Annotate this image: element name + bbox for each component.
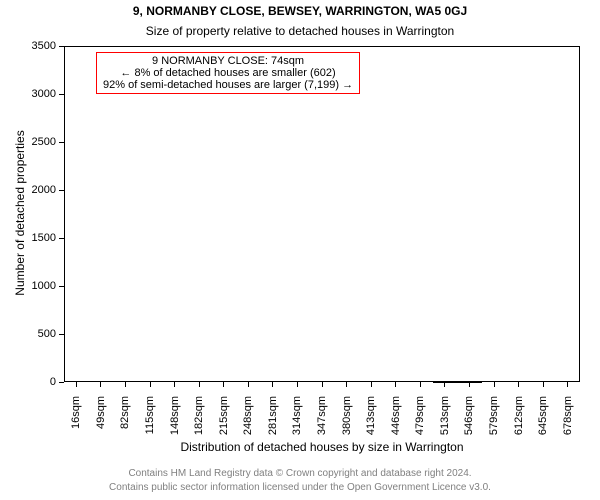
annotation-box: 9 NORMANBY CLOSE: 74sqm ← 8% of detached… [96, 52, 360, 94]
x-tick-mark [199, 382, 200, 387]
x-tick-label: 645sqm [537, 396, 549, 456]
x-tick-mark [223, 382, 224, 387]
x-tick-mark [174, 382, 175, 387]
x-tick-label: 446sqm [390, 396, 402, 456]
x-tick-mark [248, 382, 249, 387]
y-tick-label: 2500 [18, 136, 56, 148]
x-tick-label: 182sqm [193, 396, 205, 456]
x-tick-mark [518, 382, 519, 387]
x-tick-mark [543, 382, 544, 387]
x-tick-label: 248sqm [242, 396, 254, 456]
plot-area [64, 46, 580, 382]
footer-line-2: Contains public sector information licen… [0, 482, 600, 493]
annotation-line-1: 9 NORMANBY CLOSE: 74sqm [103, 55, 353, 67]
y-tick-label: 1500 [18, 232, 56, 244]
x-tick-mark [150, 382, 151, 387]
x-tick-label: 281sqm [267, 396, 279, 456]
x-tick-mark [469, 382, 470, 387]
x-tick-mark [125, 382, 126, 387]
x-tick-label: 115sqm [144, 396, 156, 456]
chart-container: 9, NORMANBY CLOSE, BEWSEY, WARRINGTON, W… [0, 0, 600, 500]
x-tick-mark [420, 382, 421, 387]
chart-supertitle: 9, NORMANBY CLOSE, BEWSEY, WARRINGTON, W… [0, 4, 600, 18]
x-tick-label: 314sqm [291, 396, 303, 456]
y-tick-label: 500 [18, 328, 56, 340]
y-tick-label: 3500 [18, 40, 56, 52]
x-tick-mark [322, 382, 323, 387]
x-tick-label: 215sqm [218, 396, 230, 456]
x-tick-mark [494, 382, 495, 387]
x-tick-label: 148sqm [169, 396, 181, 456]
x-tick-mark [272, 382, 273, 387]
x-tick-mark [371, 382, 372, 387]
x-tick-label: 16sqm [70, 396, 82, 456]
x-tick-label: 678sqm [562, 396, 574, 456]
x-tick-mark [444, 382, 445, 387]
x-tick-mark [100, 382, 101, 387]
x-tick-mark [395, 382, 396, 387]
y-tick-label: 1000 [18, 280, 56, 292]
x-tick-mark [76, 382, 77, 387]
x-tick-label: 49sqm [95, 396, 107, 456]
footer-line-1: Contains HM Land Registry data © Crown c… [0, 468, 600, 479]
x-tick-label: 380sqm [341, 396, 353, 456]
x-tick-label: 82sqm [119, 396, 131, 456]
y-tick-label: 2000 [18, 184, 56, 196]
chart-title: Size of property relative to detached ho… [0, 24, 600, 38]
x-tick-label: 579sqm [488, 396, 500, 456]
x-tick-label: 513sqm [439, 396, 451, 456]
annotation-line-2: ← 8% of detached houses are smaller (602… [103, 67, 353, 79]
annotation-line-3: 92% of semi-detached houses are larger (… [103, 79, 353, 91]
x-tick-label: 612sqm [513, 396, 525, 456]
x-tick-mark [346, 382, 347, 387]
x-tick-label: 479sqm [414, 396, 426, 456]
x-tick-label: 413sqm [365, 396, 377, 456]
y-tick-label: 3000 [18, 88, 56, 100]
x-tick-label: 546sqm [463, 396, 475, 456]
x-tick-mark [297, 382, 298, 387]
x-tick-mark [567, 382, 568, 387]
x-tick-label: 347sqm [316, 396, 328, 456]
y-tick-label: 0 [18, 376, 56, 388]
